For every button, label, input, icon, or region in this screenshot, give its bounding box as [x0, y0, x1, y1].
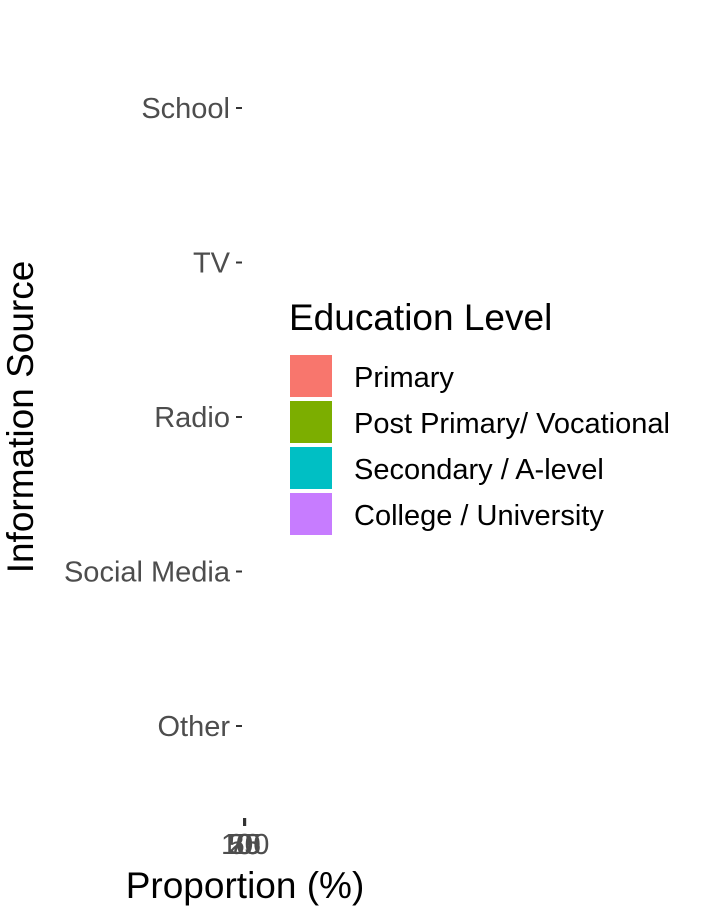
legend-label: Primary: [354, 362, 454, 394]
legend-label: College / University: [354, 500, 604, 532]
y-tick-label: Social Media: [64, 557, 231, 589]
legend-key-swatch: [288, 399, 334, 445]
legend-key-swatch: [288, 353, 334, 399]
x-tick-label: 25: [228, 829, 260, 861]
legend-label: Post Primary/ Vocational: [354, 408, 670, 440]
x-axis-title: Proportion (%): [126, 865, 365, 906]
y-axis: School TV Radio Social Media Other: [64, 93, 242, 743]
x-tick-label: 75: [229, 829, 261, 861]
legend-label: Secondary / A-level: [354, 454, 604, 486]
y-axis-title: Information Source: [0, 261, 41, 574]
x-tick-label: 0: [236, 829, 252, 861]
legend-title: Education Level: [289, 297, 552, 338]
x-tick-label: 100: [221, 829, 269, 861]
legend-key-swatch: [288, 445, 334, 491]
legend: Education Level Primary Post Primary/ Voc…: [288, 297, 670, 537]
legend-key-swatch: [288, 491, 334, 537]
y-tick-label: TV: [193, 248, 231, 280]
y-tick-label: School: [141, 93, 230, 125]
x-tick-label: 50: [228, 829, 260, 861]
legend-entries: Primary Post Primary/ Vocational Secondary…: [288, 353, 670, 537]
y-tick-label: Radio: [154, 402, 230, 434]
y-tick-label: Other: [157, 711, 230, 743]
